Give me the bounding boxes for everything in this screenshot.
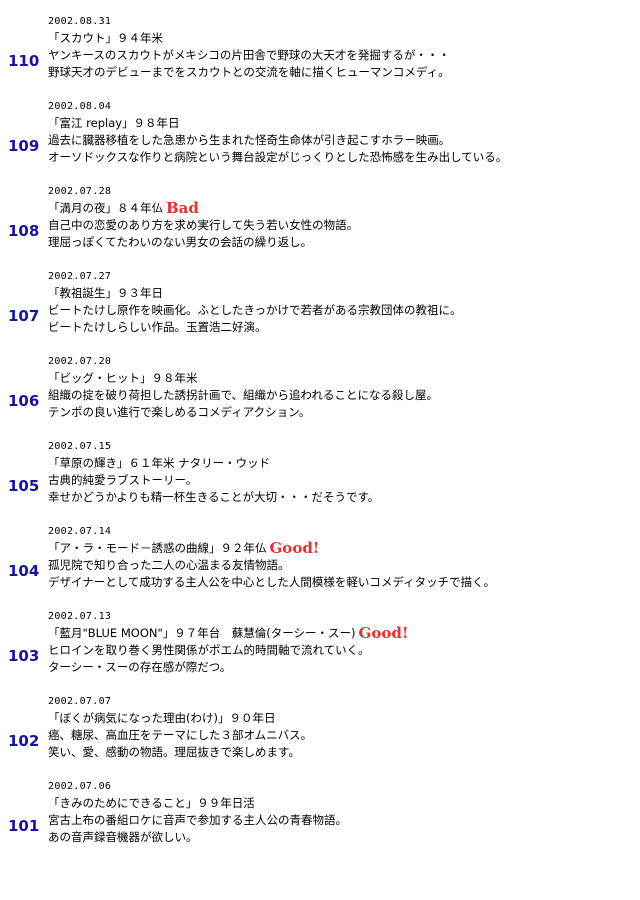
entry-date: 2002.07.13 (48, 611, 112, 622)
entry-number: 106 (8, 392, 40, 410)
movie-title: 「藍月"BLUE MOON"」９７年台 蘇慧倫(ターシー・スー) (48, 626, 356, 640)
entry-date: 2002.07.27 (48, 271, 112, 282)
description-line: ビートたけし原作を映画化。ふとしたきっかけで若者がある宗教団体の教祖に。 (48, 303, 462, 317)
movie-title: 「富江 replay」９８年日 (48, 116, 180, 130)
review-entry: 102 2002.07.07 「ぼくが病気になった理由(わけ)」９０年日 癌、糖… (0, 694, 640, 779)
description-line: デザイナーとして成功する主人公を中心とした人間模様を軽いコメディタッチで描く。 (48, 575, 496, 589)
description-line: 宮古上布の番組ロケに音声で参加する主人公の青春物語。 (48, 813, 347, 827)
review-entry: 107 2002.07.27 「教祖誕生」９３年日 ビートたけし原作を映画化。ふ… (0, 269, 640, 354)
entry-title-line: 「ア・ラ・モード－誘惑の曲線」９２年仏 Good! (48, 540, 636, 557)
entry-content: 2002.07.07 「ぼくが病気になった理由(わけ)」９０年日 癌、糖尿、高血… (48, 694, 636, 761)
entry-content: 2002.07.13 「藍月"BLUE MOON"」９７年台 蘇慧倫(ターシー・… (48, 609, 636, 676)
movie-title: 「ア・ラ・モード－誘惑の曲線」９２年仏 (48, 541, 267, 555)
description-line: 過去に臓器移植をした急患から生まれた怪奇生命体が引き起こすホラー映画。 (48, 133, 451, 147)
entry-content: 2002.07.06 「きみのためにできること」９９年日活 宮古上布の番組ロケに… (48, 779, 636, 846)
description-line: 幸せかどうかよりも精一杯生きることが大切・・・だそうです。 (48, 490, 380, 504)
description-line: ヒロインを取り巻く男性関係がポエム的時間軸で流れていく。 (48, 643, 370, 657)
movie-title: 「満月の夜」８４年仏 (48, 201, 163, 215)
movie-title: 「草原の輝き」６１年米 ナタリー・ウッド (48, 456, 271, 470)
description-line: 古典的純愛ラブストーリー。 (48, 473, 198, 487)
review-entry: 104 2002.07.14 「ア・ラ・モード－誘惑の曲線」９２年仏 Good! … (0, 524, 640, 609)
entry-content: 2002.07.15 「草原の輝き」６１年米 ナタリー・ウッド 古典的純愛ラブス… (48, 439, 636, 506)
entry-title-line: 「草原の輝き」６１年米 ナタリー・ウッド (48, 455, 636, 472)
entry-date: 2002.07.06 (48, 781, 112, 792)
entry-title-line: 「ビッグ・ヒット」９８年米 (48, 370, 636, 387)
entry-title-line: 「教祖誕生」９３年日 (48, 285, 636, 302)
entry-date: 2002.08.04 (48, 101, 112, 112)
description-line: 笑い、愛、感動の物語。理屈抜きで楽しめます。 (48, 745, 300, 759)
description-line: あの音声録音機器が欲しい。 (48, 830, 198, 844)
description-line: ターシー・スーの存在感が際だつ。 (48, 660, 232, 674)
entry-number: 109 (8, 137, 40, 155)
description-line: 野球天才のデビューまでをスカウトとの交流を軸に描くヒューマンコメディ。 (48, 65, 450, 79)
review-entry: 101 2002.07.06 「きみのためにできること」９９年日活 宮古上布の番… (0, 779, 640, 864)
description-line: 組織の掟を破り荷担した誘拐計画で、組織から追われることになる殺し屋。 (48, 388, 438, 402)
movie-title: 「教祖誕生」９３年日 (48, 286, 163, 300)
entry-title-line: 「満月の夜」８４年仏 Bad (48, 200, 636, 217)
rating-badge: Good! (358, 624, 409, 642)
entry-date: 2002.08.31 (48, 16, 112, 27)
entry-number: 105 (8, 477, 40, 495)
description-line: 孤児院で知り合った二人の心温まる友情物語。 (48, 558, 290, 572)
review-entry: 105 2002.07.15 「草原の輝き」６１年米 ナタリー・ウッド 古典的純… (0, 439, 640, 524)
entry-content: 2002.07.20 「ビッグ・ヒット」９８年米 組織の掟を破り荷担した誘拐計画… (48, 354, 636, 421)
review-entry: 109 2002.08.04 「富江 replay」９８年日 過去に臓器移植をし… (0, 99, 640, 184)
rating-badge: Good! (269, 539, 320, 557)
entry-date: 2002.07.20 (48, 356, 112, 367)
review-entry: 106 2002.07.20 「ビッグ・ヒット」９８年米 組織の掟を破り荷担した… (0, 354, 640, 439)
movie-title: 「スカウト」９４年米 (48, 31, 163, 45)
entry-date: 2002.07.14 (48, 526, 112, 537)
entry-content: 2002.07.28 「満月の夜」８４年仏 Bad 自己中の恋愛のあり方を求め実行… (48, 184, 636, 251)
entry-content: 2002.08.04 「富江 replay」９８年日 過去に臓器移植をした急患か… (48, 99, 636, 166)
entry-number: 102 (8, 732, 40, 750)
entry-number: 108 (8, 222, 40, 240)
entry-title-line: 「ぼくが病気になった理由(わけ)」９０年日 (48, 710, 636, 727)
entry-date: 2002.07.07 (48, 696, 112, 707)
review-list: 110 2002.08.31 「スカウト」９４年米 ヤンキースのスカウトがメキシ… (0, 14, 640, 864)
entry-title-line: 「スカウト」９４年米 (48, 30, 636, 47)
movie-title: 「ビッグ・ヒット」９８年米 (48, 371, 198, 385)
entry-number: 107 (8, 307, 40, 325)
entry-content: 2002.08.31 「スカウト」９４年米 ヤンキースのスカウトがメキシコの片田… (48, 14, 636, 81)
entry-date: 2002.07.28 (48, 186, 112, 197)
movie-title: 「ぼくが病気になった理由(わけ)」９０年日 (48, 711, 276, 725)
review-entry: 108 2002.07.28 「満月の夜」８４年仏 Bad 自己中の恋愛のあり方を… (0, 184, 640, 269)
description-line: ヤンキースのスカウトがメキシコの片田舎で野球の大天才を発掘するが・・・ (48, 48, 450, 62)
movie-title: 「きみのためにできること」９９年日活 (48, 796, 255, 810)
description-line: 癌、糖尿、高血圧をテーマにした３部オムニバス。 (48, 728, 313, 742)
entry-content: 2002.07.27 「教祖誕生」９３年日 ビートたけし原作を映画化。ふとしたき… (48, 269, 636, 336)
entry-date: 2002.07.15 (48, 441, 112, 452)
description-line: ビートたけしらしい作品。玉置浩二好演。 (48, 320, 267, 334)
rating-badge: Bad (166, 199, 199, 217)
entry-title-line: 「藍月"BLUE MOON"」９７年台 蘇慧倫(ターシー・スー) Good! (48, 625, 636, 642)
review-entry: 110 2002.08.31 「スカウト」９４年米 ヤンキースのスカウトがメキシ… (0, 14, 640, 99)
entry-number: 104 (8, 562, 40, 580)
entry-title-line: 「きみのためにできること」９９年日活 (48, 795, 636, 812)
entry-content: 2002.07.14 「ア・ラ・モード－誘惑の曲線」９２年仏 Good! 孤児院で… (48, 524, 636, 591)
description-line: テンポの良い進行で楽しめるコメディアクション。 (48, 405, 311, 419)
entry-title-line: 「富江 replay」９８年日 (48, 115, 636, 132)
description-line: 理屈っぽくてたわいのない男女の会話の繰り返し。 (48, 235, 313, 249)
entry-number: 103 (8, 647, 40, 665)
description-line: 自己中の恋愛のあり方を求め実行して失う若い女性の物語。 (48, 218, 359, 232)
entry-number: 101 (8, 817, 40, 835)
entry-number: 110 (8, 52, 40, 70)
description-line: オーソドックスな作りと病院という舞台設定がじっくりとした恐怖感を生み出している。 (48, 150, 508, 164)
review-entry: 103 2002.07.13 「藍月"BLUE MOON"」９７年台 蘇慧倫(タ… (0, 609, 640, 694)
